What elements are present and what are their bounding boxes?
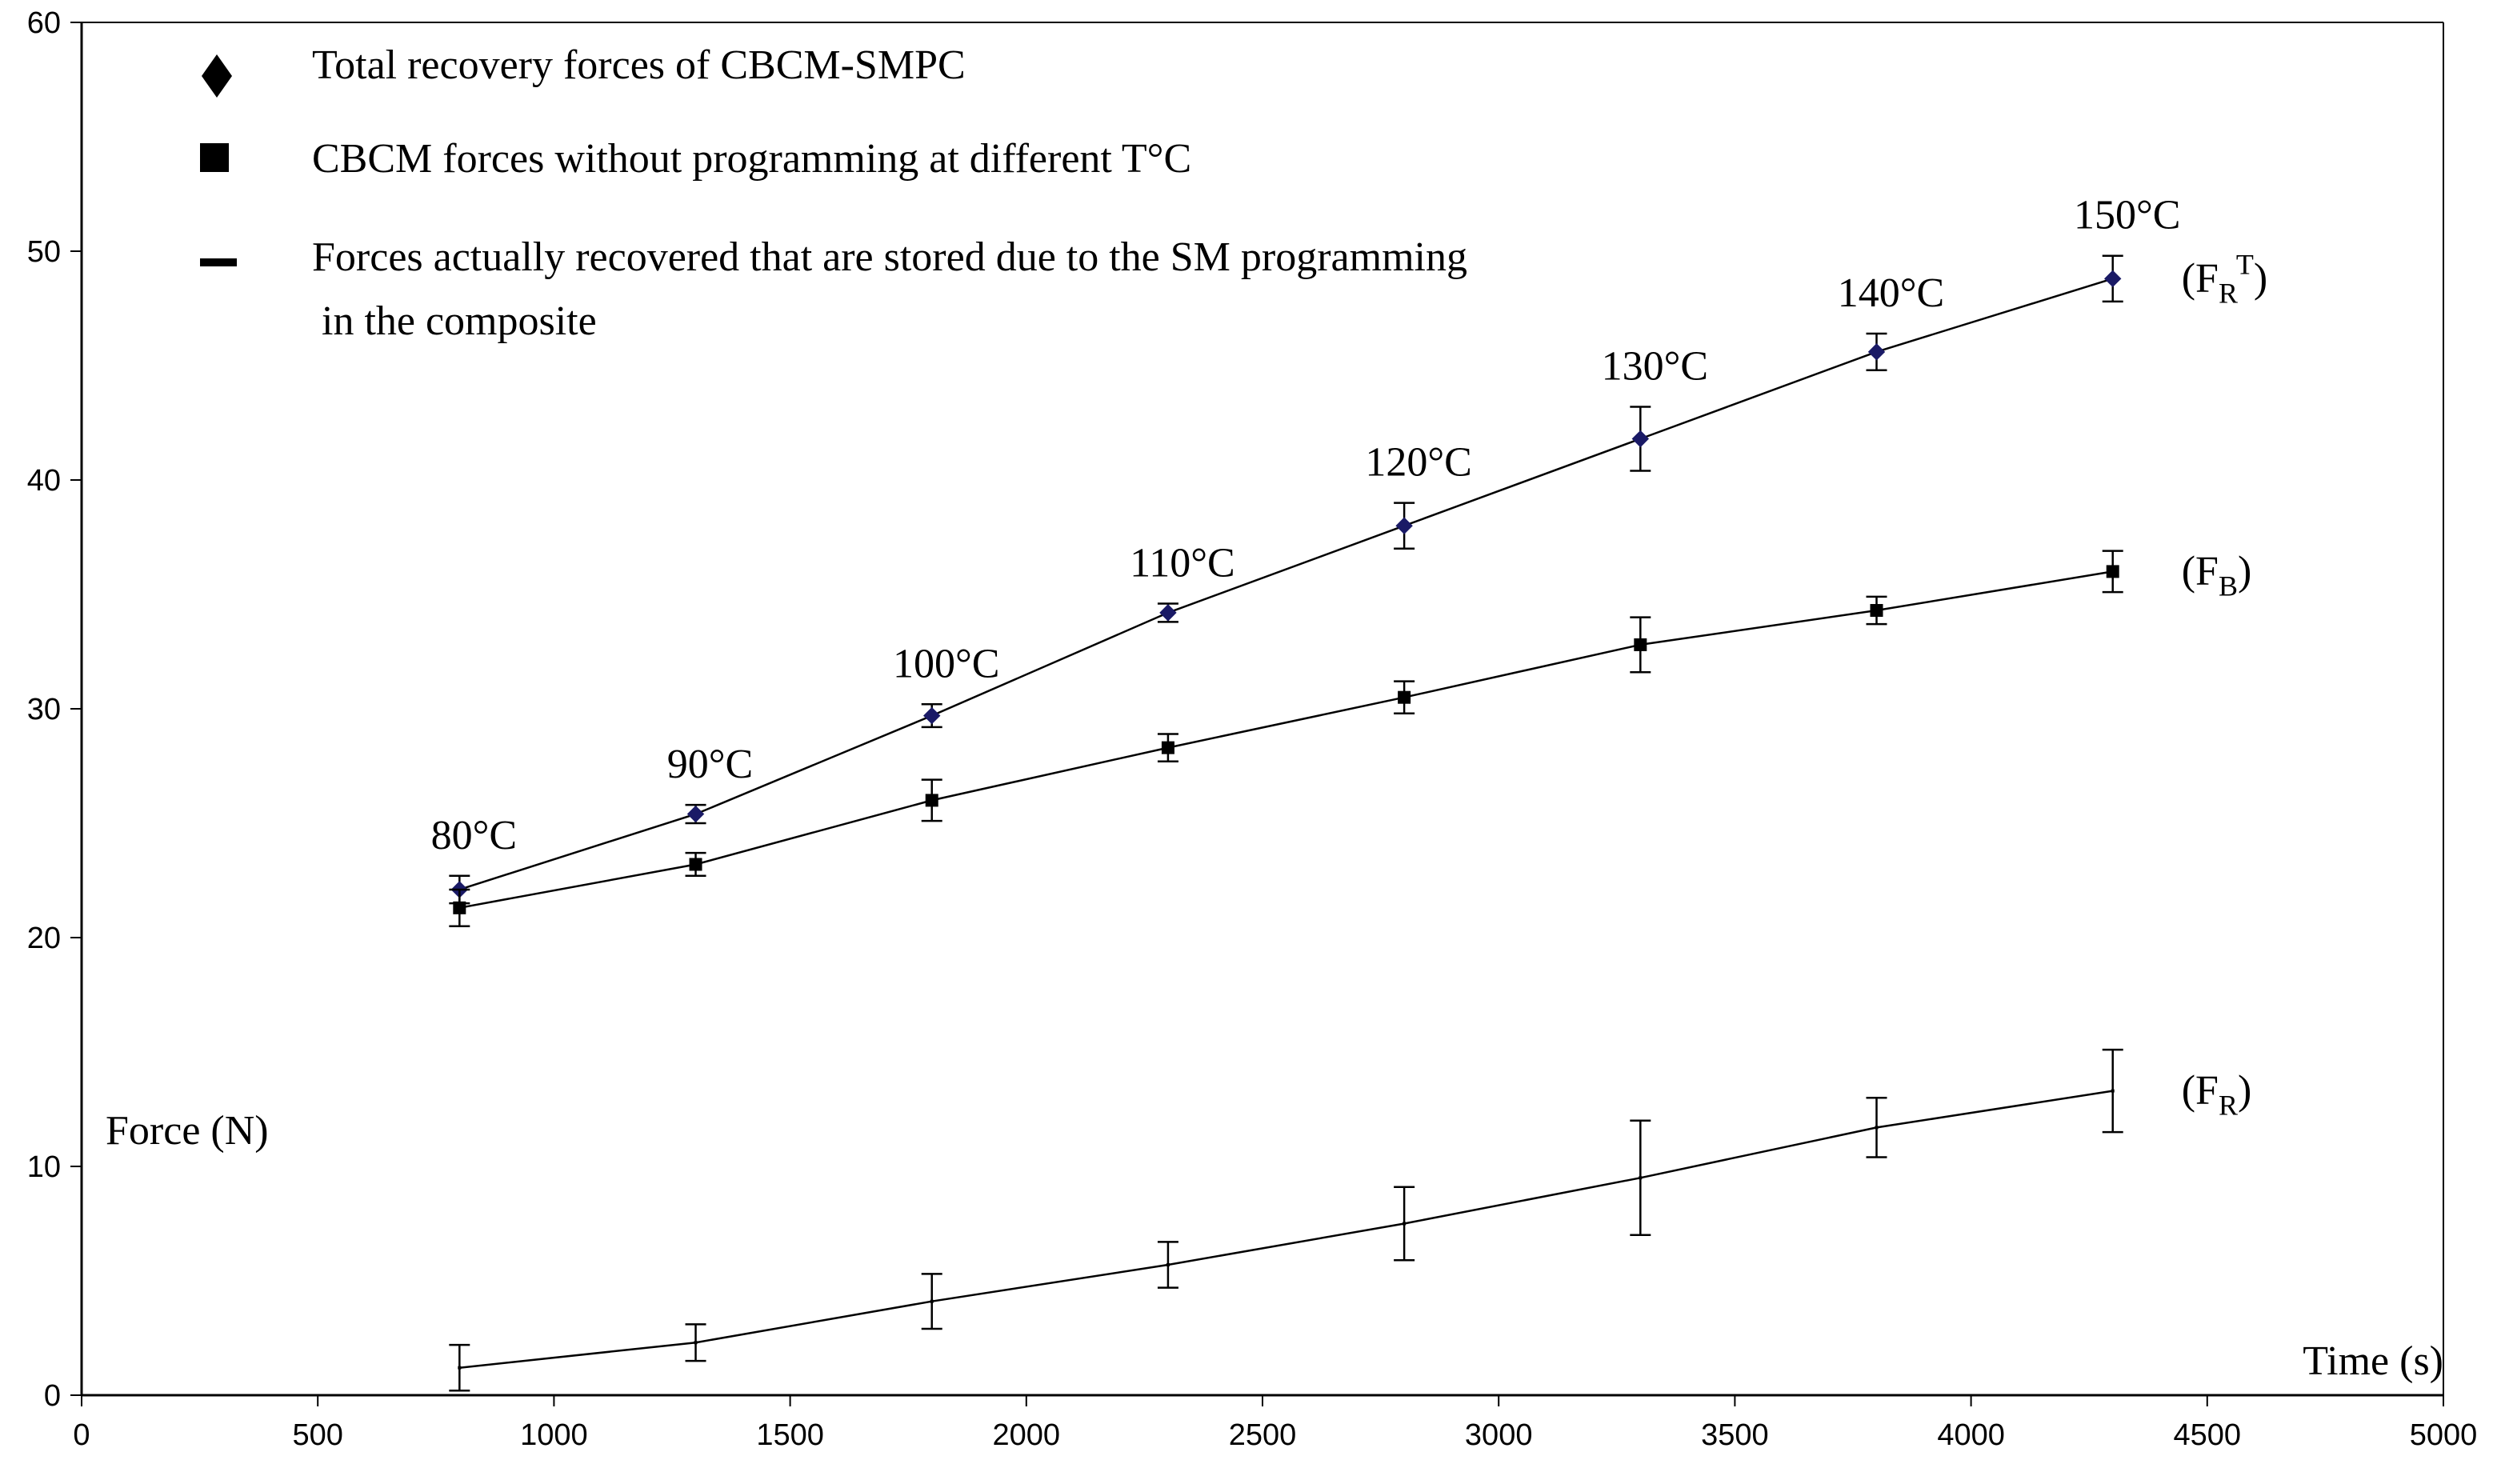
y-tick-label: 0 bbox=[44, 1379, 61, 1413]
x-tick-label: 0 bbox=[73, 1418, 90, 1452]
x-tick-label: 4500 bbox=[2174, 1418, 2242, 1452]
data-point bbox=[925, 794, 938, 807]
curve-label-actual-recovered: (FR) bbox=[2182, 1068, 2252, 1122]
y-axis-title: Force (N) bbox=[106, 1108, 269, 1154]
ticks: 0 500 1000 1500 2000 2500 3000 3500 4000 4500 5000… bbox=[27, 6, 2478, 1452]
legend-label-cbcm-forces: CBCM forces without programming at diffe… bbox=[312, 136, 1191, 182]
series bbox=[449, 254, 2123, 1392]
temperature-label: 80°C bbox=[431, 813, 517, 858]
data-point bbox=[689, 858, 702, 871]
data-point bbox=[1875, 1126, 1879, 1130]
temperature-label: 100°C bbox=[893, 641, 999, 686]
y-tick-label: 50 bbox=[27, 235, 61, 269]
legend-label-total-recovery: Total recovery forces of CBCM-SMPC bbox=[312, 42, 966, 88]
temperature-label: 120°C bbox=[1365, 440, 1471, 486]
x-tick-label: 500 bbox=[292, 1418, 342, 1452]
x-tick-label: 4000 bbox=[1937, 1418, 2005, 1452]
temperature-label: 150°C bbox=[2074, 193, 2180, 238]
series-line bbox=[459, 1090, 2113, 1369]
data-point bbox=[453, 901, 466, 914]
temperature-label: 130°C bbox=[1602, 343, 1708, 389]
data-point bbox=[1870, 604, 1883, 618]
x-tick-label: 3500 bbox=[1701, 1418, 1769, 1452]
data-point bbox=[458, 1366, 462, 1370]
legend-diamond-marker bbox=[202, 54, 232, 98]
data-point bbox=[930, 1299, 934, 1303]
y-tick-label: 30 bbox=[27, 693, 61, 726]
curve-label-cbcm-forces: (FB) bbox=[2182, 548, 2252, 602]
x-tick-label: 1500 bbox=[756, 1418, 824, 1452]
series-line bbox=[458, 278, 2114, 891]
legend-label-actual-recovered: Forces actually recovered that are store… bbox=[312, 234, 1467, 280]
temperature-label: 90°C bbox=[667, 742, 753, 787]
legend-label-actual-recovered-line2: in the composite bbox=[322, 298, 597, 344]
x-axis-title: Time (s) bbox=[2303, 1338, 2443, 1384]
y-tick-label: 20 bbox=[27, 922, 61, 955]
y-tick-label: 60 bbox=[27, 6, 61, 40]
y-tick-label: 40 bbox=[27, 464, 61, 498]
y-tick-label: 10 bbox=[27, 1150, 61, 1184]
data-point bbox=[2111, 1089, 2115, 1093]
data-point bbox=[1398, 690, 1411, 704]
series-total-recovery bbox=[449, 254, 2123, 905]
data-point bbox=[1395, 517, 1413, 534]
data-point bbox=[1639, 1176, 1643, 1180]
legend: Total recovery forces of CBCM-SMPC CBCM … bbox=[200, 42, 1467, 344]
data-point bbox=[2106, 565, 2119, 578]
data-point bbox=[1631, 430, 1650, 448]
x-tick-label: 2000 bbox=[993, 1418, 1061, 1452]
data-point bbox=[1634, 638, 1647, 651]
annotations: 80°C90°C100°C110°C120°C130°C140°C150°C(F… bbox=[431, 193, 2268, 1122]
data-point bbox=[1161, 741, 1174, 754]
x-tick-label: 3000 bbox=[1465, 1418, 1533, 1452]
curve-label-total-recovery: (FRT) bbox=[2182, 248, 2267, 309]
data-point bbox=[1159, 604, 1177, 622]
temperature-label: 140°C bbox=[1838, 270, 1944, 316]
series-cbcm-forces bbox=[449, 550, 2123, 927]
temperature-label: 110°C bbox=[1130, 540, 1235, 586]
data-point bbox=[686, 805, 705, 823]
legend-dash-marker bbox=[200, 258, 237, 266]
series-actual-recovered bbox=[449, 1048, 2123, 1392]
data-point bbox=[923, 706, 941, 725]
series-line bbox=[459, 570, 2113, 910]
data-point bbox=[694, 1341, 698, 1345]
data-point bbox=[2104, 270, 2122, 288]
data-point bbox=[1403, 1222, 1407, 1226]
data-point bbox=[1867, 343, 1886, 361]
x-tick-label: 1000 bbox=[520, 1418, 588, 1452]
x-tick-label: 5000 bbox=[2410, 1418, 2478, 1452]
data-point bbox=[1166, 1262, 1170, 1266]
legend-square-marker bbox=[200, 143, 229, 172]
x-tick-label: 2500 bbox=[1229, 1418, 1297, 1452]
